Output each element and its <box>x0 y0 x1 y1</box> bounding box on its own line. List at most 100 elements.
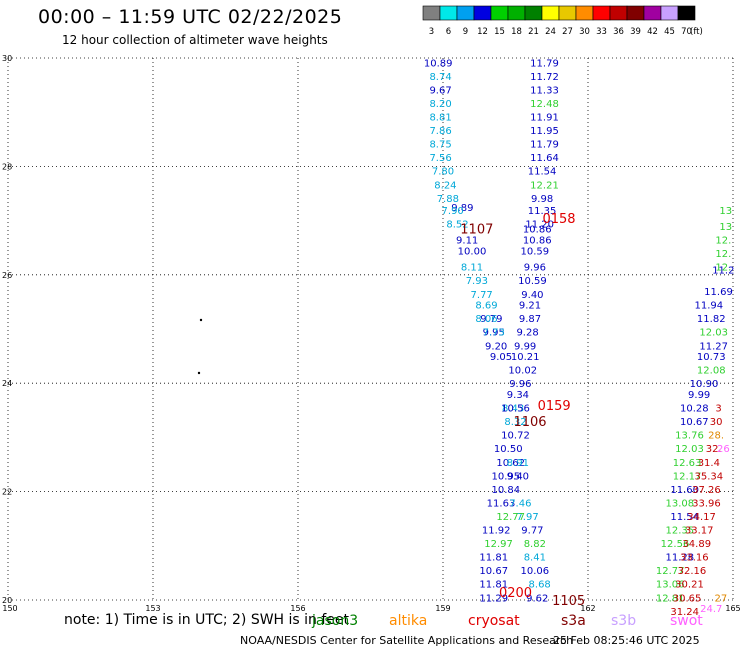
legend-label: 3 <box>429 27 434 37</box>
wave-height-value: 24.7 <box>700 604 722 615</box>
legend-label: 9 <box>463 27 468 37</box>
longitude-label: 150 <box>2 604 17 613</box>
legend-label: 21 <box>528 27 539 37</box>
wave-height-value: 11.81 <box>479 580 508 591</box>
pass-time-label: 1105 <box>552 594 585 609</box>
wave-height-value: 9.05 <box>490 352 512 363</box>
legend-label: 39 <box>630 27 641 37</box>
wave-height-value: 9.21 <box>519 301 541 312</box>
wave-height-value: 11.60 <box>670 485 699 496</box>
wave-height-value: 10.59 <box>518 276 547 287</box>
wave-height-value: 9.89 <box>451 203 473 214</box>
wave-height-value: 9.67 <box>429 85 451 96</box>
wave-height-value: 31.4 <box>698 458 720 469</box>
wave-height-value: 10.67 <box>479 566 508 577</box>
wave-height-value: 8.06 <box>475 314 497 325</box>
wave-height-value: 7.88 <box>437 194 459 205</box>
legend-label: 30 <box>579 27 590 37</box>
satellite-label-s3a: s3a <box>561 613 586 629</box>
wave-height-value: 12.17 <box>673 471 702 482</box>
wave-height-value: 8.75 <box>429 140 451 151</box>
legend-label: 27 <box>562 27 573 37</box>
pass-time-label: 0158 <box>542 212 575 227</box>
wave-height-value: 7.77 <box>471 290 493 301</box>
wave-height-value: 10.50 <box>494 444 523 455</box>
wave-height-value: 34.89 <box>682 539 711 550</box>
wave-height-value: 10.90 <box>690 379 719 390</box>
wave-height-value: 10.00 <box>458 246 487 257</box>
legend-unit: (ft) <box>690 27 703 37</box>
wave-height-value: 11.54 <box>670 512 699 523</box>
latitude-label: 30 <box>2 54 12 63</box>
legend-label: 45 <box>664 27 675 37</box>
legend-label: 42 <box>647 27 658 37</box>
wave-height-value: 11.33 <box>530 85 559 96</box>
wave-height-value: 11.94 <box>695 301 724 312</box>
page-title: 00:00 – 11:59 UTC 02/22/2025 <box>38 6 343 28</box>
wave-height-value: 30 <box>710 417 723 428</box>
wave-height-value: 9.98 <box>531 194 553 205</box>
wave-height-value: 12.77 <box>656 566 685 577</box>
wave-height-value: 26 <box>717 444 730 455</box>
page-subtitle: 12 hour collection of altimeter wave hei… <box>62 33 328 47</box>
wave-height-value: 12.08 <box>697 366 726 377</box>
wave-height-value: 33.16 <box>680 553 709 564</box>
island-marker <box>197 371 201 375</box>
wave-height-value: 8.81 <box>429 113 451 124</box>
wave-height-value: 12.97 <box>484 539 513 550</box>
wave-height-value: 12.03 <box>699 328 728 339</box>
wave-height-value: 8.91 <box>507 458 529 469</box>
wave-height-value: 30.65 <box>673 593 702 604</box>
pass-time-label: 0159 <box>538 399 571 414</box>
wave-height-value: 10.62 <box>496 458 525 469</box>
wave-height-value: 11.28 <box>666 553 695 564</box>
wave-height-value: 11.91 <box>530 113 559 124</box>
wave-height-value: 10.95 <box>492 471 521 482</box>
wave-height-value: 10.86 <box>523 225 552 236</box>
wave-height-value: 11.72 <box>530 72 559 83</box>
wave-height-value: 8.11 <box>461 263 483 274</box>
wave-height-value: 8.43 <box>502 404 524 415</box>
wave-height-value: 11.79 <box>530 140 559 151</box>
wave-height-value: 33.96 <box>692 498 721 509</box>
pass-time-label: 0200 <box>499 586 532 601</box>
wave-height-value: 11.69 <box>704 287 733 298</box>
longitude-label: 159 <box>435 604 450 613</box>
wave-height-value: 9.40 <box>507 471 529 482</box>
wave-height-value: 9.99 <box>514 341 536 352</box>
wave-height-value: 11.63 <box>487 498 516 509</box>
wave-height-value: 10.84 <box>492 485 521 496</box>
wave-height-value: 10.89 <box>424 58 453 69</box>
wave-height-value: 10.56 <box>501 404 530 415</box>
wave-height-value: 9.77 <box>521 526 543 537</box>
latitude-label: 24 <box>2 379 12 388</box>
wave-height-value: 8.69 <box>475 301 497 312</box>
wave-height-value: 8.32 <box>504 417 526 428</box>
wave-height-value: 11.29 <box>479 593 508 604</box>
pass-time-label: 1107 <box>460 223 493 238</box>
longitude-label: 153 <box>145 604 160 613</box>
satellite-label-jason3: jason3 <box>312 613 359 629</box>
generated-timestamp: 25 Feb 08:25:46 UTC 2025 <box>553 634 700 647</box>
legend-label: 33 <box>596 27 607 37</box>
wave-height-value: 33.17 <box>685 526 714 537</box>
wave-height-value: 8.82 <box>524 539 546 550</box>
wave-height-value: 13 <box>719 222 732 233</box>
legend-label: 12 <box>477 27 488 37</box>
wave-height-value: 11.82 <box>697 314 726 325</box>
wave-height-value: 9.34 <box>507 390 529 401</box>
wave-height-value: 11.79 <box>530 58 559 69</box>
wave-height-value: 30.21 <box>675 580 704 591</box>
legend-label: 6 <box>446 27 451 37</box>
wave-height-value: 9.28 <box>516 328 538 339</box>
wave-height-value: 12. <box>715 263 731 274</box>
wave-height-value: 12. <box>715 249 731 260</box>
wave-height-value: 8.20 <box>429 99 451 110</box>
wave-height-value: 11.27 <box>699 341 728 352</box>
satellite-label-s3b: s3b <box>611 613 637 629</box>
pass-time-label: 1106 <box>513 415 546 430</box>
wave-height-value: 7.86 <box>429 126 451 137</box>
wave-height-value: 10.72 <box>501 431 530 442</box>
wave-height-value: 28. <box>708 431 724 442</box>
wave-height-value: 32.16 <box>678 566 707 577</box>
